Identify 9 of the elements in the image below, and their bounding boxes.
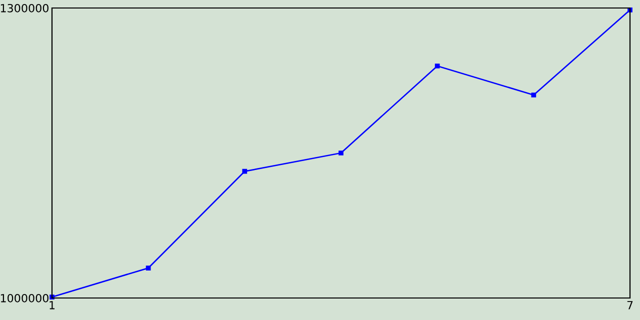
point <box>146 266 151 270</box>
x-tick-label: 1 <box>50 301 55 310</box>
x-tick-label: 7 <box>627 301 633 310</box>
y-tick-label: 1300000 <box>0 4 48 12</box>
point <box>338 150 344 156</box>
point <box>242 168 248 174</box>
point <box>531 92 536 98</box>
y-tick-label: 1000000 <box>0 294 48 302</box>
point <box>434 64 440 68</box>
